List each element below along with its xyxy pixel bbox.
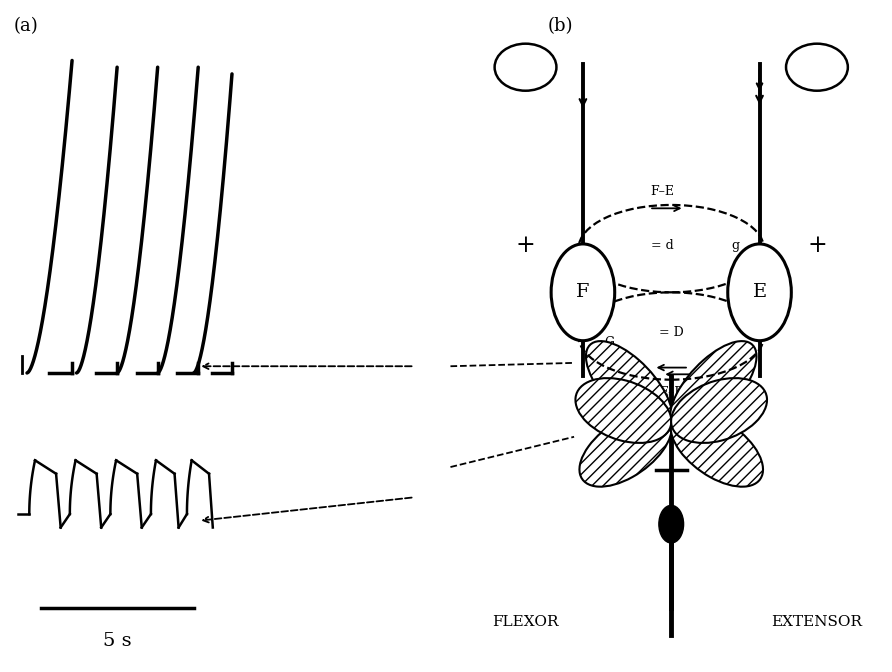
Text: +: + xyxy=(807,234,827,257)
Ellipse shape xyxy=(671,411,763,487)
Text: (b): (b) xyxy=(548,17,573,35)
Ellipse shape xyxy=(580,411,672,487)
Text: E–F: E–F xyxy=(659,386,683,399)
Circle shape xyxy=(551,244,615,341)
Text: (a): (a) xyxy=(13,17,38,35)
Text: FLEXOR: FLEXOR xyxy=(492,615,558,629)
Text: +: + xyxy=(516,234,535,257)
Text: = D: = D xyxy=(659,326,683,339)
Text: F: F xyxy=(576,284,590,301)
Circle shape xyxy=(728,244,791,341)
Text: = d: = d xyxy=(651,239,673,252)
Circle shape xyxy=(659,505,683,543)
Ellipse shape xyxy=(586,341,673,431)
Ellipse shape xyxy=(671,378,767,443)
Ellipse shape xyxy=(670,341,756,431)
Text: F–E: F–E xyxy=(650,185,674,198)
Text: 5 s: 5 s xyxy=(103,632,131,650)
Text: g: g xyxy=(731,239,739,252)
Ellipse shape xyxy=(575,378,672,443)
Text: G: G xyxy=(605,336,615,349)
Text: EXTENSOR: EXTENSOR xyxy=(772,615,863,629)
Text: E: E xyxy=(753,284,766,301)
